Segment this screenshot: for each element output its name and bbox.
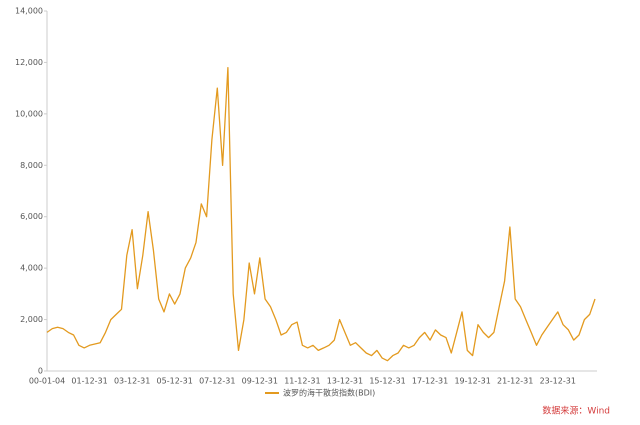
x-tick-label: 19-12-31: [454, 377, 490, 386]
x-tick-label: 23-12-31: [540, 377, 576, 386]
x-tick-label: 09-12-31: [242, 377, 278, 386]
y-tick-label: 12,000: [15, 58, 43, 67]
x-tick-label: 11-12-31: [284, 377, 320, 386]
x-tick-label: 21-12-31: [497, 377, 533, 386]
y-tick-label: 14,000: [15, 7, 43, 16]
x-tick-label: 01-12-31: [71, 377, 107, 386]
y-tick-label: 10,000: [15, 109, 43, 118]
y-tick-label: 8,000: [20, 161, 43, 170]
y-tick-label: 4,000: [20, 264, 43, 273]
x-tick-label: 05-12-31: [157, 377, 193, 386]
source: 数据来源：Wind: [542, 405, 610, 417]
x-tick-label: 00-01-04: [29, 377, 65, 386]
x-tick-label: 13-12-31: [327, 377, 363, 386]
x-tick-label: 17-12-31: [412, 377, 448, 386]
y-tick-label: 6,000: [20, 212, 43, 221]
y-tick-label: 2,000: [20, 315, 43, 324]
legend-label: 波罗的海干散货指数(BDI): [283, 388, 375, 398]
x-tick-label: 15-12-31: [369, 377, 405, 386]
data-line: [46, 66, 596, 362]
x-tick-label: 03-12-31: [114, 377, 150, 386]
x-tick-label: 07-12-31: [199, 377, 235, 386]
y-tick-label: 0: [38, 367, 43, 376]
